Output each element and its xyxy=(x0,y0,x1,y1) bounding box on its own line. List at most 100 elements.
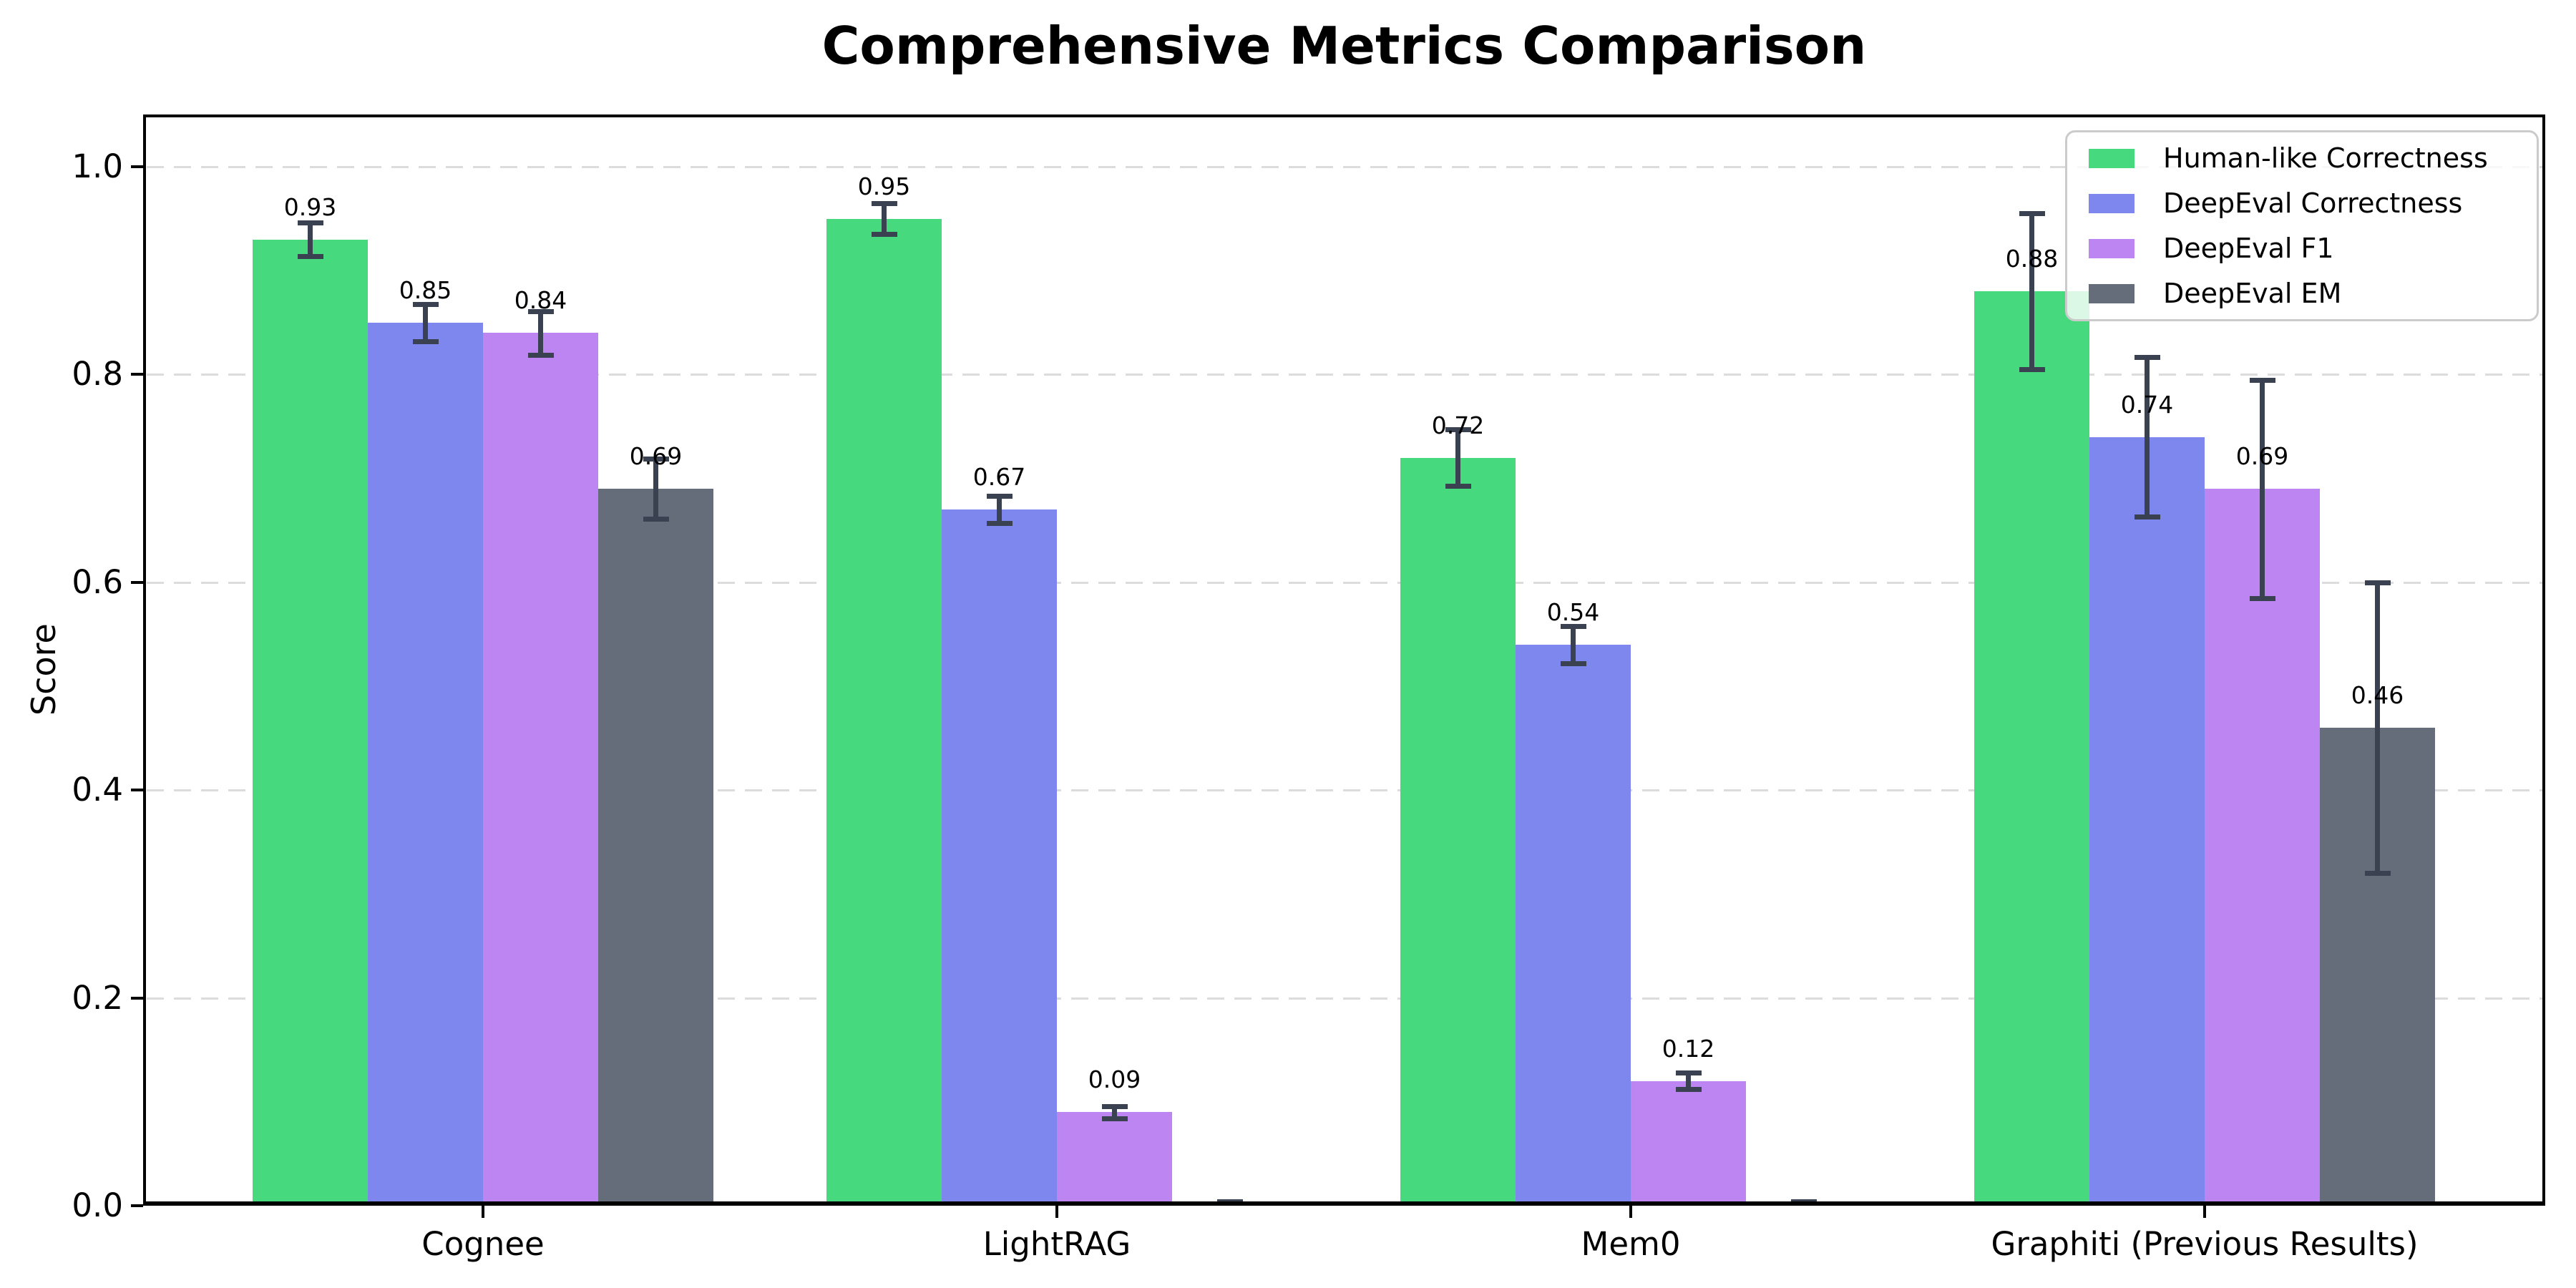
gridline xyxy=(147,581,2542,584)
error-bar xyxy=(538,311,543,355)
bar-value-label: 0.69 xyxy=(2235,442,2289,471)
bar-value-label: 0.74 xyxy=(2120,390,2174,419)
bar-value-label: 0.09 xyxy=(1088,1065,1141,1094)
error-bar-cap-bottom xyxy=(2364,871,2391,877)
legend-swatch xyxy=(2089,148,2135,168)
error-bar xyxy=(882,203,887,235)
error-bar-cap-top xyxy=(871,200,897,206)
x-tick-label: LightRAG xyxy=(982,1225,1131,1263)
y-tick-label: 0.4 xyxy=(72,771,123,809)
x-tick-label: Mem0 xyxy=(1581,1225,1681,1263)
bar-value-label: 0.95 xyxy=(857,172,911,200)
legend-label: Human-like Correctness xyxy=(2163,142,2488,174)
error-bar-cap-top xyxy=(1216,1199,1243,1205)
legend-label: DeepEval EM xyxy=(2163,278,2342,309)
x-tick-mark xyxy=(2203,1206,2206,1218)
error-bar-cap-top xyxy=(1101,1103,1128,1109)
bar xyxy=(1631,1080,1746,1206)
error-bar-cap-top xyxy=(2364,580,2391,585)
bar-value-label: 0.88 xyxy=(2005,245,2059,273)
chart-title: Comprehensive Metrics Comparison xyxy=(821,16,1867,76)
gridline xyxy=(147,374,2542,376)
error-bar-cap-bottom xyxy=(2019,367,2045,373)
error-bar xyxy=(1112,1106,1117,1119)
y-tick-label: 0.6 xyxy=(72,562,123,601)
bar xyxy=(1516,644,1631,1206)
legend-item: DeepEval F1 xyxy=(2089,234,2522,263)
y-tick-mark xyxy=(131,996,143,1000)
legend-item: DeepEval EM xyxy=(2089,279,2522,308)
error-bar xyxy=(653,459,658,519)
legend-swatch xyxy=(2089,193,2135,213)
error-bar-cap-bottom xyxy=(643,517,669,522)
error-bar xyxy=(2145,356,2150,517)
error-bar-cap-top xyxy=(412,301,439,307)
legend-label: DeepEval F1 xyxy=(2163,233,2334,264)
y-tick-label: 0.8 xyxy=(72,355,123,394)
bar xyxy=(826,218,942,1206)
error-bar-cap-top xyxy=(986,494,1013,499)
legend-label: DeepEval Correctness xyxy=(2163,187,2463,219)
gridline xyxy=(147,166,2542,168)
bar xyxy=(368,322,483,1206)
x-tick-label: Cognee xyxy=(421,1225,545,1263)
error-bar-cap-top xyxy=(527,308,554,314)
y-tick-mark xyxy=(131,373,143,376)
x-tick-label: Graphiti (Previous Results) xyxy=(1991,1225,2419,1263)
error-bar xyxy=(423,303,428,341)
bar-value-label: 0.84 xyxy=(514,286,567,315)
error-bar-cap-top xyxy=(2249,377,2275,383)
error-bar-cap-top xyxy=(1445,427,1471,433)
error-bar-cap-top xyxy=(2134,354,2160,360)
error-bar-cap-bottom xyxy=(871,232,897,238)
error-bar-cap-bottom xyxy=(412,338,439,344)
y-tick-mark xyxy=(131,165,143,168)
y-tick-mark xyxy=(131,1204,143,1207)
y-tick-mark xyxy=(131,580,143,584)
bar-value-label: 0.93 xyxy=(283,192,337,221)
error-bar-cap-bottom xyxy=(1675,1087,1702,1093)
y-tick-label: 0.0 xyxy=(72,1186,123,1224)
error-bar-cap-bottom xyxy=(297,253,323,259)
bar xyxy=(253,239,368,1206)
error-bar xyxy=(2029,213,2034,370)
gridline xyxy=(147,789,2542,792)
error-bar-cap-bottom xyxy=(2134,514,2160,520)
error-bar xyxy=(1686,1073,1691,1090)
bar xyxy=(1974,291,2089,1206)
error-bar-cap-top xyxy=(2019,211,2045,217)
bar-value-label: 0.46 xyxy=(2351,681,2404,710)
error-bar-cap-bottom xyxy=(2249,595,2275,601)
bar-value-label: 0.85 xyxy=(399,275,452,304)
bar-value-label: 0.72 xyxy=(1431,411,1485,439)
error-bar-cap-top xyxy=(1675,1070,1702,1076)
error-bar-cap-bottom xyxy=(1101,1116,1128,1122)
legend: Human-like Correctness DeepEval Correctne… xyxy=(2065,130,2539,321)
y-tick-mark xyxy=(131,789,143,792)
error-bar-cap-top xyxy=(1790,1199,1817,1205)
bar xyxy=(942,509,1057,1206)
bar xyxy=(1057,1112,1172,1206)
legend-swatch xyxy=(2089,283,2135,303)
bar-value-label: 0.69 xyxy=(629,442,683,471)
error-bar xyxy=(1455,429,1460,486)
legend-item: Human-like Correctness xyxy=(2089,144,2522,172)
error-bar-cap-top xyxy=(297,220,323,226)
bar xyxy=(2089,436,2205,1206)
error-bar xyxy=(308,223,313,256)
x-tick-mark xyxy=(1629,1206,1632,1218)
bar xyxy=(598,489,713,1206)
error-bar xyxy=(1571,625,1576,664)
error-bar-cap-top xyxy=(643,457,669,462)
y-tick-label: 0.2 xyxy=(72,978,123,1017)
bar-value-label: 0.12 xyxy=(1662,1034,1715,1063)
error-bar-cap-bottom xyxy=(986,521,1013,527)
error-bar-cap-bottom xyxy=(1445,483,1471,489)
error-bar xyxy=(2260,379,2265,598)
error-bar xyxy=(997,496,1002,524)
y-axis-label: Score xyxy=(24,623,63,716)
legend-item: DeepEval Correctness xyxy=(2089,189,2522,218)
y-tick-label: 1.0 xyxy=(72,147,123,185)
x-tick-mark xyxy=(482,1206,484,1218)
